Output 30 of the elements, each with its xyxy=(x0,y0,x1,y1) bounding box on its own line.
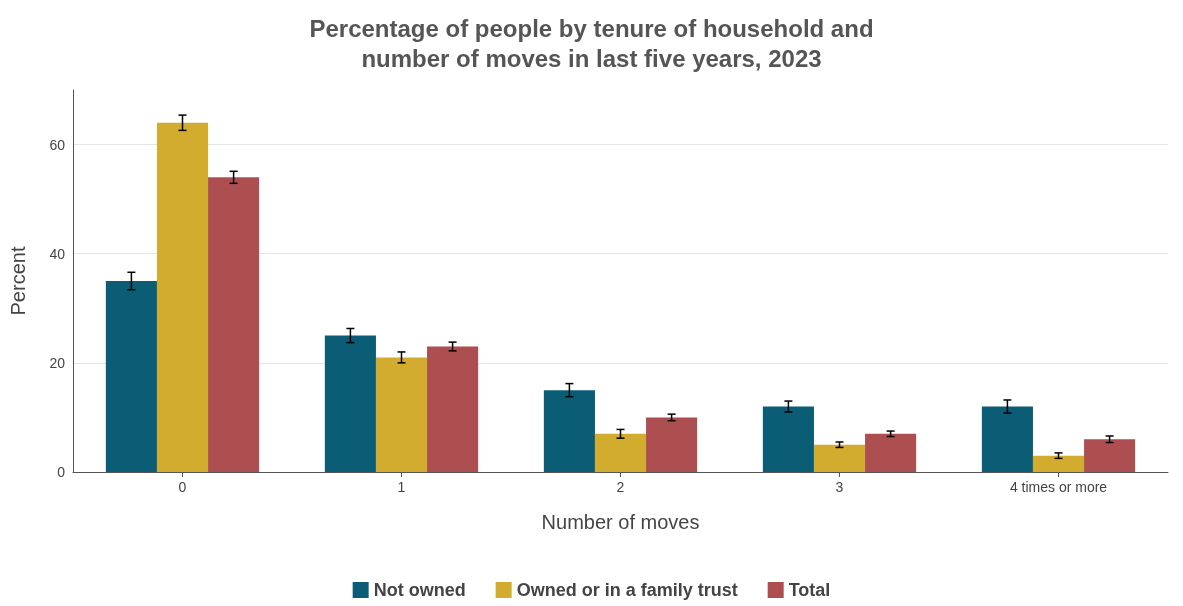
y-axis-title: Percent xyxy=(7,246,29,316)
bar xyxy=(543,390,595,472)
x-tick-label: 3 xyxy=(835,479,844,495)
bar xyxy=(981,406,1033,472)
y-tick-label: 60 xyxy=(49,136,66,153)
legend-label: Total xyxy=(788,580,831,600)
x-tick-label: 2 xyxy=(616,479,625,495)
bar xyxy=(594,433,647,472)
x-axis-title: Number of moves xyxy=(541,511,700,533)
legend-label: Owned or in a family trust xyxy=(516,580,738,600)
y-tick-label: 20 xyxy=(49,354,66,371)
bar xyxy=(105,281,157,472)
x-tick-label: 4 times or more xyxy=(1009,479,1108,495)
bar xyxy=(865,433,917,472)
bar xyxy=(646,417,698,472)
bar xyxy=(1032,455,1085,472)
bar xyxy=(813,444,866,472)
bar xyxy=(1084,439,1136,472)
bar xyxy=(427,346,479,472)
bar xyxy=(324,335,376,472)
bar xyxy=(208,177,260,472)
x-tick-label: 0 xyxy=(178,479,187,495)
legend-label: Not owned xyxy=(373,580,466,600)
y-tick-label: 40 xyxy=(49,245,66,262)
x-tick-label: 1 xyxy=(397,479,406,495)
y-tick-label: 0 xyxy=(57,464,66,480)
bar xyxy=(375,357,428,472)
bar xyxy=(762,406,814,472)
chart-title: Percentage of people by tenure of household and number of moves in last five years, 2023 xyxy=(309,14,874,72)
bar xyxy=(156,122,209,472)
